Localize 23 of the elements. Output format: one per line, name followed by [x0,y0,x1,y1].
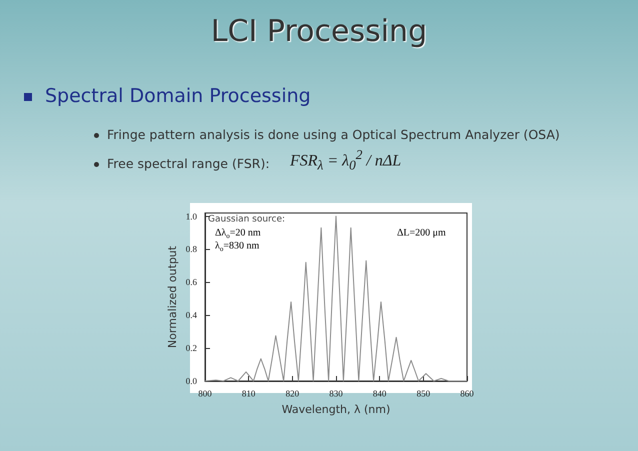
x-tick-label: 850 [416,388,431,398]
x-tick-label: 830 [329,388,344,398]
chart-subtitle: Spectral Domain Processing [45,85,311,107]
y-tick-label: 0.4 [186,310,198,320]
x-tick-label: 860 [460,388,474,398]
text: FSR$_{λ}$ = λ$_{0}$$^{2}$ / nΔL [290,147,402,174]
chart-title: LCI Processing [210,14,428,49]
x-tick-label: 820 [286,388,300,398]
y-tick-label: 0.0 [186,376,198,386]
x-axis-title: Wavelength, λ (nm) [282,403,390,416]
y-tick-label: 0.2 [186,343,197,354]
y-axis-title: Normalized output [166,245,179,348]
x-tick-label: 810 [242,388,256,398]
x-tick-label: 840 [372,388,387,398]
y-tick-label: 0.8 [186,244,198,254]
text: Fringe pattern analysis is done using a Optical Spectrum Analyzer (OSA) [107,127,560,142]
y-tick-label: 1.0 [186,211,198,222]
text: Free spectral range (FSR): [107,156,270,171]
annotation: ΔL=200 μm [397,228,446,238]
line-series [204,216,468,382]
annotation: Gaussian source: [208,214,286,224]
y-tick-label: 0.6 [186,277,198,288]
x-tick-label: 800 [198,388,212,398]
